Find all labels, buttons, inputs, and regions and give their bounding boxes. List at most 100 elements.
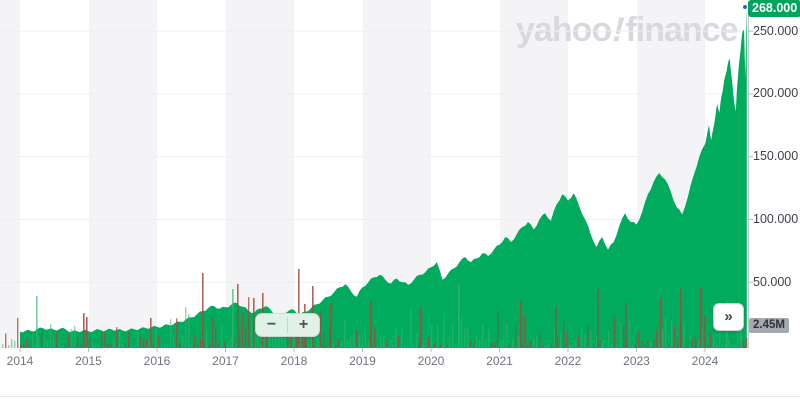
volume-bar [290, 337, 292, 348]
volume-spike [660, 298, 662, 348]
volume-bar [29, 341, 31, 348]
volume-bar [317, 338, 319, 348]
volume-bar [344, 320, 346, 348]
volume-bar [605, 345, 607, 348]
volume-bar [272, 327, 274, 348]
volume-spike [298, 269, 300, 348]
volume-bar [512, 339, 514, 348]
watermark-yahoo: yahoo [516, 11, 612, 49]
volume-bar [383, 335, 385, 348]
y-axis-label: 150.000 [753, 149, 799, 164]
volume-bar [335, 344, 337, 348]
volume-bar [374, 328, 376, 348]
volume-bar [644, 345, 646, 348]
volume-bar [677, 337, 679, 348]
zoom-control: − + [255, 313, 320, 337]
x-axis-label: 2014 [6, 354, 34, 368]
volume-bar [581, 327, 583, 348]
volume-bar [482, 324, 484, 348]
volume-bar [731, 343, 733, 348]
volume-bar [497, 311, 499, 348]
volume-bar [371, 344, 373, 348]
y-axis-label: 250.000 [753, 23, 799, 38]
volume-bar [248, 297, 250, 348]
volume-bar [293, 332, 295, 348]
expand-chart-button[interactable]: » [713, 303, 744, 331]
x-axis-label: 2015 [75, 354, 102, 368]
volume-bar [329, 327, 331, 348]
volume-bar [230, 336, 232, 348]
volume-bar [725, 343, 727, 348]
volume-bar [203, 343, 205, 348]
volume-spike [86, 317, 88, 348]
volume-bar [737, 321, 739, 348]
volume-bar [707, 344, 709, 348]
volume-bar [122, 343, 124, 348]
volume-bar [413, 345, 415, 348]
volume-bar [173, 336, 175, 348]
volume-bar [236, 344, 238, 348]
volume-bar [50, 324, 52, 348]
volume-bar [308, 340, 310, 348]
volume-bar [5, 333, 7, 348]
volume-bar [515, 325, 517, 348]
volume-bar [422, 343, 424, 348]
volume-bar [338, 338, 340, 348]
volume-bar [212, 317, 214, 348]
current-volume-badge: 2.45M [749, 318, 789, 333]
volume-spike [625, 303, 627, 348]
volume-bar [44, 336, 46, 348]
volume-bar [719, 320, 721, 348]
volume-spike [458, 284, 460, 348]
volume-bar [323, 332, 325, 348]
volume-bar [278, 336, 280, 348]
volume-bar [557, 338, 559, 348]
volume-bar [524, 315, 526, 348]
volume-bar [167, 342, 169, 348]
volume-bar [494, 342, 496, 348]
volume-bar [545, 344, 547, 348]
volume-bar [209, 341, 211, 348]
volume-bar [464, 328, 466, 348]
volume-bar [113, 339, 115, 348]
volume-bar [302, 335, 304, 348]
volume-bar [179, 342, 181, 348]
volume-bar [224, 342, 226, 348]
volume-bar [155, 328, 157, 348]
volume-bar [356, 330, 358, 348]
volume-bar [425, 344, 427, 348]
volume-bar [434, 344, 436, 348]
volume-bar [245, 328, 247, 348]
volume-bar [194, 334, 196, 348]
x-axis-label: 2020 [417, 354, 445, 368]
volume-bar [116, 327, 118, 348]
volume-bar [377, 345, 379, 348]
volume-bar [596, 334, 598, 348]
volume-bar [665, 316, 667, 348]
volume-bar [8, 345, 10, 348]
volume-bar [614, 317, 616, 348]
volume-bar [65, 345, 67, 348]
volume-bar [239, 326, 241, 348]
volume-bar [602, 340, 604, 348]
volume-bar [401, 329, 403, 348]
volume-bar [17, 317, 19, 348]
volume-bar [143, 336, 145, 348]
y-axis-label: 200.000 [753, 86, 799, 101]
volume-bar [104, 332, 106, 348]
volume-bar [392, 343, 394, 348]
volume-bar [398, 335, 400, 348]
volume-bar [686, 345, 688, 348]
volume-bar [710, 333, 712, 348]
zoom-in-button[interactable]: + [288, 314, 319, 336]
x-axis-label: 2023 [623, 354, 650, 368]
volume-bar [671, 321, 673, 348]
volume-bar [62, 345, 64, 348]
volume-bar [11, 339, 13, 348]
zoom-out-button[interactable]: − [256, 314, 287, 336]
volume-bar [698, 341, 700, 348]
volume-bar [221, 324, 223, 348]
volume-bar [404, 345, 406, 348]
